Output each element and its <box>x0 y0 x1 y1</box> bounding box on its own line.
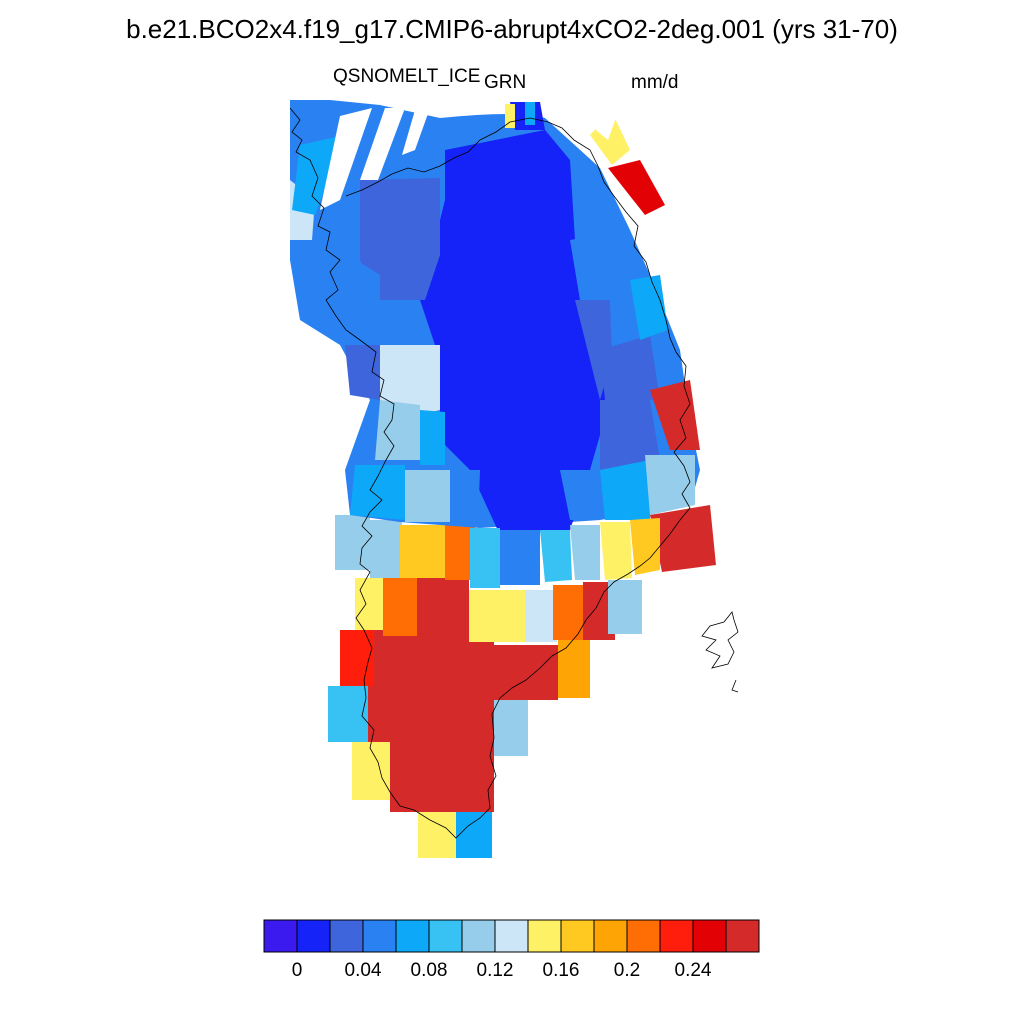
colorbar-swatch <box>395 919 430 953</box>
missing-data-gap <box>360 108 405 180</box>
missing-data-gap <box>596 106 618 140</box>
map-cell <box>494 645 558 700</box>
colorbar <box>263 919 760 953</box>
map-cell <box>335 515 370 570</box>
colorbar-swatch <box>725 919 760 953</box>
colorbar-swatch <box>428 919 463 953</box>
colorbar-swatch <box>692 919 727 953</box>
colorbar-swatch <box>494 919 529 953</box>
missing-data-gap <box>320 108 372 210</box>
map-cell <box>360 178 440 300</box>
variable-label: QSNOMELT_ICE <box>333 66 481 87</box>
map-cell <box>650 505 716 572</box>
map-cell <box>645 455 695 515</box>
map-cell <box>570 525 600 580</box>
map-cell <box>352 742 390 800</box>
colorbar-tick-label: 0.08 <box>410 960 448 981</box>
colorbar-swatch <box>659 919 694 953</box>
map-cells <box>290 100 716 858</box>
map-cell <box>345 345 380 400</box>
map-cell <box>553 585 583 640</box>
plot-title: b.e21.BCO2x4.f19_g17.CMIP6-abrupt4xCO2-2… <box>126 14 898 44</box>
colorbar-tick-label: 0.24 <box>674 960 712 981</box>
map-cell <box>368 686 498 742</box>
map-cell <box>505 104 515 128</box>
map-cell <box>469 590 525 642</box>
map-cell <box>608 580 642 634</box>
map-cell <box>456 812 492 858</box>
colorbar-swatch <box>362 919 397 953</box>
map-cell <box>300 250 380 345</box>
colorbar-swatch <box>593 919 628 953</box>
colorbar-tick-label: 0.2 <box>613 960 641 981</box>
map-cell <box>420 130 610 535</box>
island-outline <box>701 611 739 669</box>
colorbar-swatch <box>329 919 364 953</box>
map-cell <box>370 520 402 578</box>
map-cell <box>420 410 445 465</box>
map-cell <box>418 812 456 858</box>
map-cell <box>600 460 650 520</box>
map-cell <box>600 400 660 470</box>
map-cell <box>540 530 572 582</box>
map-cell <box>390 742 494 812</box>
colorbar-swatch <box>296 919 331 953</box>
map-cell <box>417 578 469 630</box>
island-outline-small <box>731 679 739 693</box>
map-cell <box>570 230 632 300</box>
colorbar-swatch <box>626 919 661 953</box>
map-cell <box>380 345 440 415</box>
map-cell <box>350 465 405 520</box>
map-cell <box>630 275 668 340</box>
map-cell <box>525 102 535 125</box>
coastline <box>289 107 739 839</box>
map-cell <box>355 578 387 630</box>
map-cell <box>470 528 500 588</box>
colorbar-swatch <box>527 919 562 953</box>
map-cell <box>494 700 528 756</box>
map-cell <box>405 470 450 522</box>
colorbar-tick-label: 0.04 <box>344 960 382 981</box>
map-cell <box>375 400 420 460</box>
map-cell <box>400 525 445 578</box>
map-cell <box>600 335 660 400</box>
region-label: GRN <box>484 72 527 93</box>
map-cell <box>525 590 557 642</box>
map-cell <box>450 470 480 525</box>
map-cell <box>383 578 417 636</box>
map-cell <box>558 640 590 698</box>
colorbar-swatch <box>560 919 595 953</box>
map-cell <box>328 686 368 742</box>
colorbar-tick-label: 0 <box>291 960 303 981</box>
map-cell <box>560 470 600 520</box>
missing-data-gap <box>402 108 430 155</box>
map-cell <box>630 518 660 575</box>
map-cell <box>608 160 665 215</box>
colorbar-tick-label: 0.12 <box>476 960 514 981</box>
map-cell <box>600 522 632 580</box>
colorbar-swatch <box>263 919 298 953</box>
colorbar-swatch <box>461 919 496 953</box>
colorbar-tick-label: 0.16 <box>542 960 580 981</box>
units-label: mm/d <box>631 72 679 93</box>
greenland-coastline <box>289 107 691 839</box>
